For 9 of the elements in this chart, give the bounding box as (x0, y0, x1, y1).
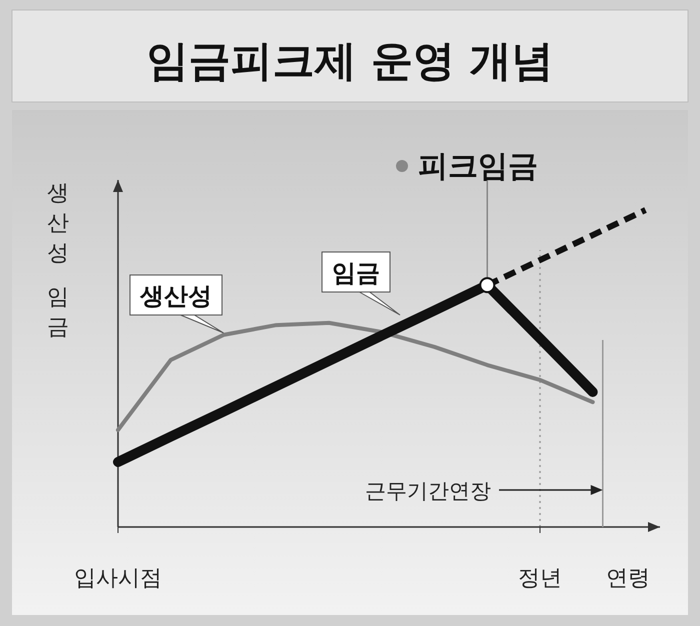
chart-title: 임금피크제 운영 개념 (146, 36, 554, 85)
x-axis-title: 연령 (606, 566, 650, 591)
x-tick-label: 입사시점 (74, 566, 162, 591)
series-label: 생산성 (139, 282, 212, 310)
x-tick-label: 정년 (518, 566, 562, 591)
y-axis-title: 생산성 임금 (47, 181, 69, 340)
text: 피크임금 (418, 149, 538, 184)
annotation: 근무기간연장 (365, 479, 491, 503)
series-label: 임금 (332, 259, 380, 287)
